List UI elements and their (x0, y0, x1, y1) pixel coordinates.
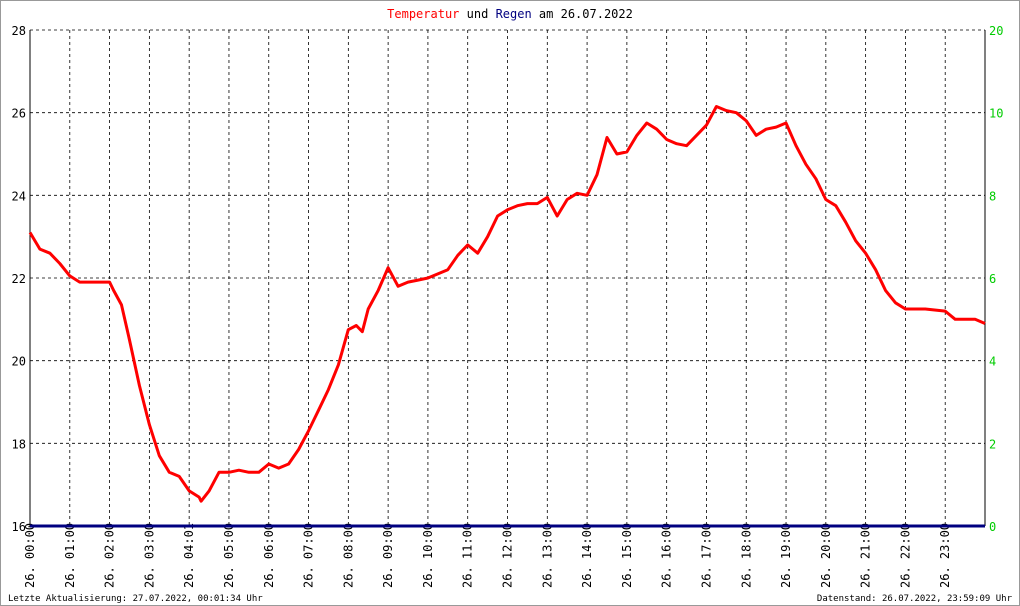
x-tick-label: 26. 21:00 (859, 523, 873, 588)
x-tick-label: 26. 10:00 (421, 523, 435, 588)
x-tick-label: 26. 22:00 (898, 523, 912, 588)
x-tick-label: 26. 15:00 (620, 523, 634, 588)
y2-tick-label: 0 (989, 520, 996, 534)
x-tick-label: 26. 07:00 (302, 523, 316, 588)
y-tick-label: 26 (12, 107, 26, 121)
y2-tick-label: 2 (989, 437, 996, 451)
x-tick-label: 26. 20:00 (819, 523, 833, 588)
y-tick-label: 16 (12, 520, 26, 534)
x-tick-label: 26. 11:00 (461, 523, 475, 588)
x-tick-label: 26. 16:00 (660, 523, 674, 588)
title-series: Temperatur (387, 7, 459, 21)
x-tick-label: 26. 09:00 (381, 523, 395, 588)
y-tick-label: 22 (12, 272, 26, 286)
x-tick-label: 26. 04:01 (182, 523, 196, 588)
y-tick-label: 24 (12, 189, 26, 203)
y2-tick-label: 6 (989, 272, 996, 286)
x-tick-label: 26. 18:00 (739, 523, 753, 588)
title-text: und (467, 7, 489, 21)
series-line (28, 105, 986, 503)
x-tick-label: 26. 14:00 (580, 523, 594, 588)
title-series: Regen (496, 7, 532, 21)
x-tick-label: 26. 13:00 (540, 523, 554, 588)
title-text: am 26.07.2022 (539, 7, 633, 21)
x-tick-label: 26. 19:00 (779, 523, 793, 588)
x-tick-label: 26. 06:00 (262, 523, 276, 588)
x-tick-label: 26. 08:00 (341, 523, 355, 588)
x-tick-label: 26. 03:00 (142, 523, 156, 588)
y2-tick-label: 20 (989, 24, 1003, 38)
y-tick-label: 20 (12, 355, 26, 369)
y2-tick-label: 10 (989, 107, 1003, 121)
x-tick-label: 26. 12:00 (501, 523, 515, 588)
x-tick-label: 26. 00:00 (23, 523, 37, 588)
y2-tick-label: 8 (989, 189, 996, 203)
x-tick-label: 26. 01:00 (63, 523, 77, 588)
x-tick-label: 26. 17:00 (699, 523, 713, 588)
x-tick-label: 26. 23:00 (938, 523, 952, 588)
y2-tick-label: 4 (989, 355, 996, 369)
y-tick-label: 18 (12, 437, 26, 451)
footer-left: Letzte Aktualisierung: 27.07.2022, 00:01… (8, 594, 263, 604)
footer-right: Datenstand: 26.07.2022, 23:59:09 Uhr (817, 594, 1013, 604)
y-tick-label: 28 (12, 24, 26, 38)
chart-title: Temperatur und Regen am 26.07.2022 (387, 7, 633, 21)
x-tick-label: 26. 02:00 (103, 523, 117, 588)
x-tick-label: 26. 05:00 (222, 523, 236, 588)
